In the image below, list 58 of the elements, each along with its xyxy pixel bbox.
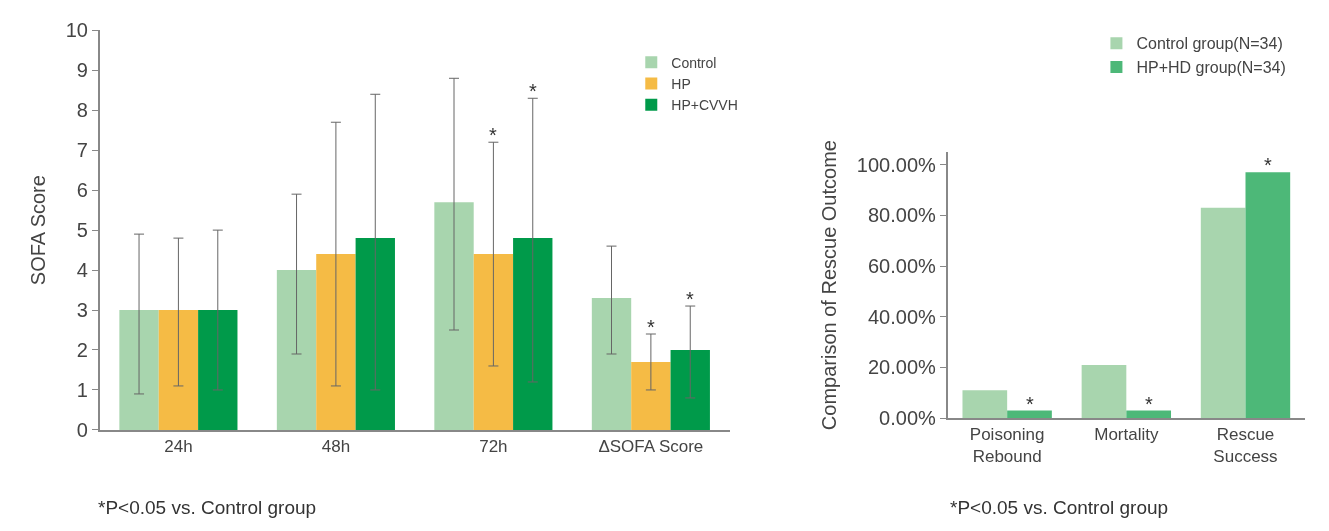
- bar: [1081, 364, 1127, 419]
- bar: [513, 238, 553, 430]
- y-tick-label: 100.00%: [856, 153, 937, 176]
- y-tick-label: 60.00%: [867, 255, 937, 278]
- y-tick-label: 8: [76, 99, 88, 122]
- y-tick-label: 3: [76, 299, 88, 322]
- y-tick-label: 80.00%: [867, 204, 937, 227]
- annotation: *: [1264, 154, 1272, 176]
- x-tick-label: Mortality: [1094, 425, 1159, 445]
- y-tick-label: 7: [76, 139, 88, 162]
- y-tick-label: 10: [65, 19, 88, 42]
- y-tick-label: 5: [76, 219, 88, 242]
- annotation: *: [647, 316, 655, 338]
- y-tick-label: 40.00%: [867, 305, 937, 328]
- annotation: *: [529, 80, 537, 102]
- x-tick-label: Rescue Success: [1213, 425, 1278, 467]
- annotation: *: [489, 124, 497, 146]
- y-axis-title: Comparison of Rescue Outcome: [817, 140, 840, 431]
- y-axis-title: SOFA Score: [26, 175, 49, 286]
- y-tick-label: 1: [76, 378, 88, 401]
- bar: [1007, 410, 1052, 419]
- bar: [962, 390, 1008, 419]
- annotation: *: [686, 288, 694, 310]
- y-tick-label: 6: [76, 179, 88, 202]
- bar: [198, 310, 238, 430]
- x-tick-label: Poisoning Rebound: [969, 425, 1045, 467]
- x-tick-label: 24h: [164, 437, 193, 457]
- bar: [355, 238, 395, 430]
- y-tick-label: 0.00%: [879, 407, 937, 430]
- bar: [1126, 410, 1172, 419]
- y-tick-label: 9: [76, 59, 88, 82]
- text: *P<0.05 vs. Control group: [98, 497, 317, 518]
- bar: [1200, 207, 1246, 419]
- legend-label: HP+CVVH: [671, 97, 738, 114]
- y-tick-label: 2: [76, 338, 88, 361]
- annotation: *: [1026, 393, 1034, 415]
- text: *P<0.05 vs. Control group: [950, 497, 1169, 518]
- y-tick-label: 20.00%: [867, 356, 937, 379]
- bar: [276, 270, 317, 430]
- x-tick-label: 48h: [321, 437, 351, 457]
- bar: [473, 254, 514, 430]
- bar: [631, 361, 671, 430]
- y-tick-label: 4: [76, 259, 88, 282]
- bar: [316, 254, 356, 430]
- bar: [591, 298, 632, 430]
- x-tick-label: 72h: [479, 437, 508, 457]
- legend-label: Control: [671, 54, 717, 71]
- bar: [158, 310, 199, 430]
- bar: [119, 310, 159, 430]
- legend-label: HP+HD group(N=34): [1136, 59, 1286, 77]
- x-tick-label: ΔSOFA Score: [598, 437, 704, 457]
- annotation: *: [1145, 393, 1153, 415]
- bar: [434, 202, 474, 430]
- legend-label: Control group(N=34): [1136, 35, 1283, 53]
- bar: [1245, 172, 1291, 419]
- legend-label: HP: [671, 75, 691, 92]
- y-tick-label: 0: [76, 418, 88, 441]
- bar: [670, 349, 710, 430]
